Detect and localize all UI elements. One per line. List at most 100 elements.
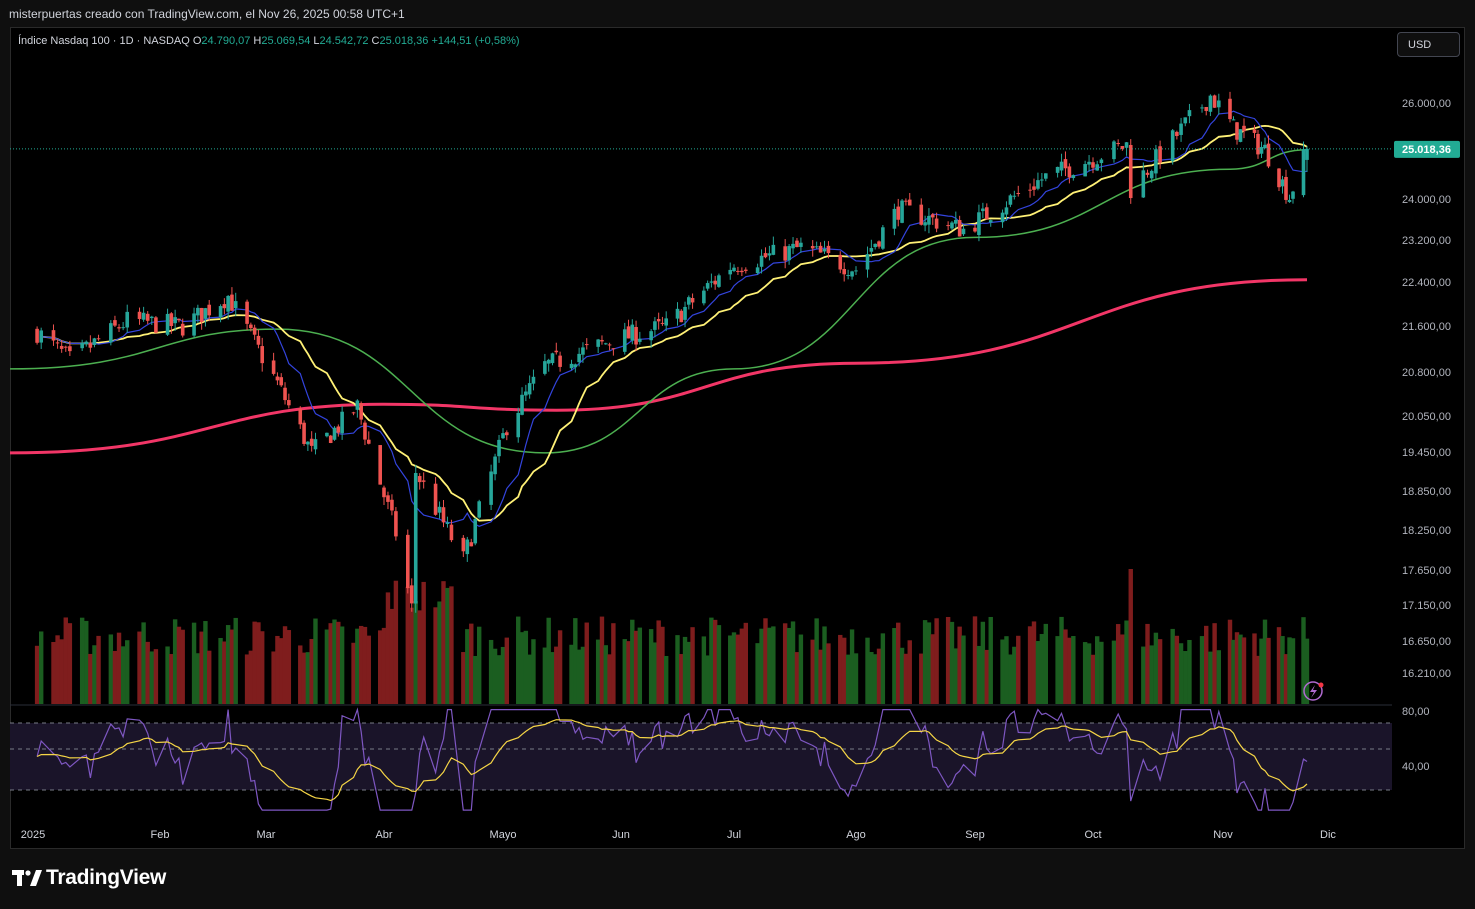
price-tick: 26.000,00 xyxy=(1402,98,1451,110)
last-price-tag xyxy=(1394,140,1460,158)
volume-bar xyxy=(731,632,737,704)
volume-bar xyxy=(88,653,93,704)
volume-bar xyxy=(622,639,627,704)
candle xyxy=(795,238,799,248)
candle xyxy=(1266,135,1271,169)
volume-bar xyxy=(1241,637,1247,704)
time-tick: Jun xyxy=(612,829,630,841)
candle xyxy=(755,263,760,275)
volume-bar xyxy=(180,629,185,704)
candle xyxy=(705,280,710,291)
price-tick: 20.800,00 xyxy=(1402,367,1451,379)
volume-bar xyxy=(630,619,635,704)
candle xyxy=(638,331,642,345)
volume-bar xyxy=(686,641,691,704)
rsi-ma-line xyxy=(36,719,1308,802)
candle xyxy=(177,318,181,323)
lightning-icon xyxy=(1303,681,1324,701)
volume-bar xyxy=(1283,654,1289,704)
volume-bar xyxy=(1063,629,1068,704)
candle xyxy=(180,318,185,338)
candle xyxy=(865,246,870,278)
candle xyxy=(896,198,901,227)
volume-bar xyxy=(701,636,707,704)
candle xyxy=(497,434,501,463)
candle xyxy=(1187,103,1192,124)
volume-bar xyxy=(945,616,951,704)
tradingview-brand[interactable]: TradingView xyxy=(12,866,166,892)
candle xyxy=(1284,169,1288,204)
low-label: L xyxy=(313,35,320,47)
candle xyxy=(325,432,329,438)
candle xyxy=(634,320,638,351)
volume-bar xyxy=(786,627,792,704)
volume-bar xyxy=(149,651,155,704)
volume-bar xyxy=(557,630,563,704)
candle xyxy=(437,501,442,519)
volume-bar xyxy=(1157,639,1163,704)
candle xyxy=(1036,172,1040,191)
volume-bar xyxy=(919,653,924,704)
candle xyxy=(173,309,177,331)
candle xyxy=(1217,93,1221,115)
candle xyxy=(607,342,612,351)
candle xyxy=(1008,193,1013,208)
volume-bar xyxy=(225,625,231,704)
candle xyxy=(88,335,93,353)
volume-bar xyxy=(690,627,695,704)
rsi-band xyxy=(10,723,1392,790)
candle xyxy=(683,301,687,328)
volume-bar xyxy=(1094,636,1100,704)
volume-bar xyxy=(949,621,955,704)
volume-bar xyxy=(351,642,356,704)
candle xyxy=(822,240,827,255)
volume-bar xyxy=(1187,639,1192,704)
candle xyxy=(109,320,113,346)
candle xyxy=(275,372,280,386)
candle xyxy=(256,329,261,349)
candle xyxy=(336,424,341,437)
candle xyxy=(1012,190,1017,200)
candle xyxy=(524,384,528,402)
time-tick: Oct xyxy=(1084,829,1101,841)
price-tick: 19.450,00 xyxy=(1402,447,1451,459)
candle xyxy=(137,307,142,325)
candle xyxy=(406,529,410,594)
volume-bar xyxy=(120,646,126,704)
candle xyxy=(218,304,223,323)
volume-bar xyxy=(465,629,470,704)
volume-bar xyxy=(984,649,989,704)
volume-bar xyxy=(1016,635,1021,704)
volume-bar xyxy=(366,635,371,704)
volume-bar xyxy=(626,641,631,704)
volume-bar xyxy=(607,654,612,704)
currency-button[interactable]: USD xyxy=(1397,32,1460,57)
volume-bar xyxy=(903,653,909,704)
candle xyxy=(1141,162,1146,198)
rsi-pane xyxy=(10,704,1392,811)
candle xyxy=(489,464,493,511)
volume-bar xyxy=(1301,617,1306,704)
candle xyxy=(577,347,581,367)
volume-bar xyxy=(972,616,978,704)
volume-bar xyxy=(603,645,608,704)
volume-bar xyxy=(519,632,525,704)
candle xyxy=(702,286,706,306)
ma-long-line xyxy=(9,278,1308,455)
volume-bar xyxy=(743,622,749,704)
candle xyxy=(465,536,470,562)
candle xyxy=(1263,137,1267,149)
volume-bar xyxy=(611,623,616,704)
volume-bar xyxy=(679,654,684,704)
candle xyxy=(279,373,284,387)
candle xyxy=(854,266,858,276)
volume-bar xyxy=(449,586,454,704)
volume-bar xyxy=(1043,623,1048,704)
candle xyxy=(125,304,130,333)
volume-bar xyxy=(980,621,986,704)
candle xyxy=(473,517,478,546)
volume-bar xyxy=(108,634,114,704)
volume-bar xyxy=(818,649,823,704)
volume-bar xyxy=(1252,633,1257,704)
